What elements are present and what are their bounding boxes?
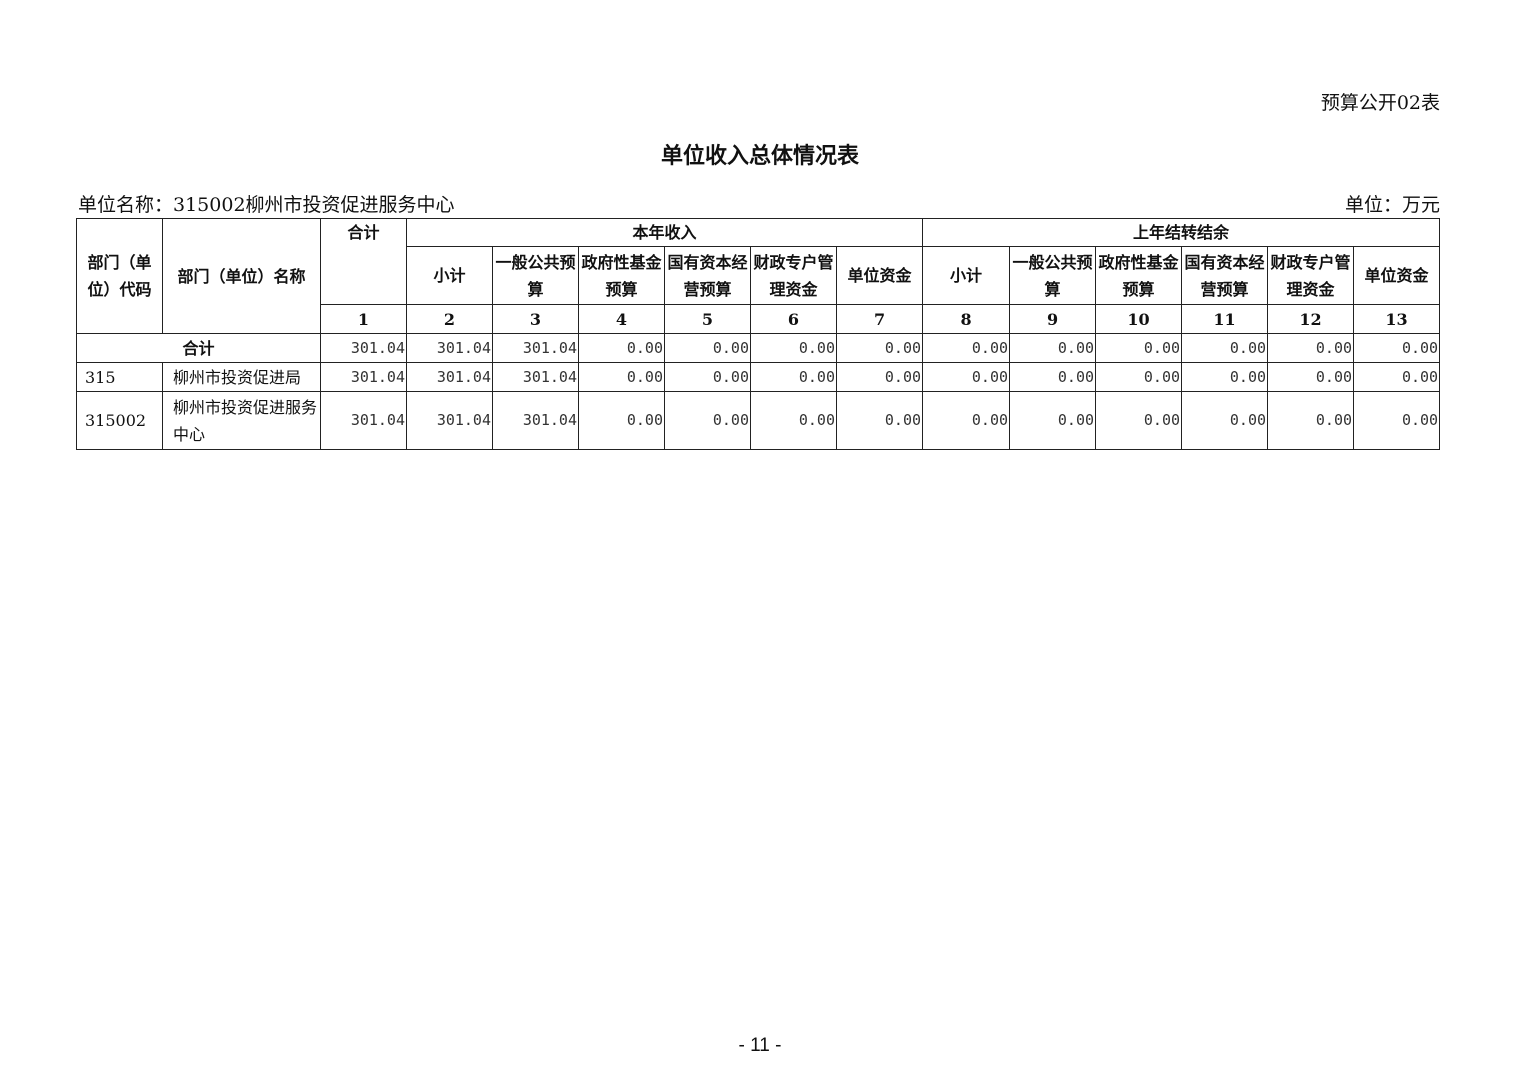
row-value: 301.04 [406,333,493,363]
table-row: 315 柳州市投资促进局 301.04 301.04 301.04 0.00 0.00 0.0… [76,362,1441,392]
currency-unit: 单位：万元 [1344,194,1440,216]
row-value: 0.00 [1181,391,1269,450]
table-row: 315002 柳州市投资促进服务中心 301.04 301.04 301.04 0.00 0… [76,391,1441,450]
row-value: 0.00 [835,333,924,363]
row-value: 0.00 [1267,333,1355,363]
page-number: - 11 - [738,1035,782,1056]
column-number: 13 [1353,304,1441,334]
row-value: 0.00 [1267,391,1355,450]
unit-name: 单位名称：315002柳州市投资促进服务中心 [78,194,455,216]
row-value: 0.00 [922,333,1011,363]
row-code: 315002 [76,391,163,450]
row-value: 0.00 [750,333,837,363]
header-total: 合计 [320,218,407,305]
header-group-current: 本年收入 [405,218,924,247]
row-value: 301.04 [492,333,579,363]
header-current-col: 单位资金 [835,246,924,305]
header-row: 小计 一般公共预算 政府性基金预算 国有资本经营预算 财政专户管理资金 单位资金 小计 一般公… [77,246,1441,305]
row-value: 0.00 [664,333,751,363]
header-carryover-col: 一般公共预算 [1009,246,1097,305]
column-number: 3 [492,304,579,334]
header-current-col: 政府性基金预算 [578,246,665,305]
column-number: 1 [320,304,407,334]
row-value: 0.00 [1009,391,1097,450]
row-name: 柳州市投资促进局 [162,362,321,392]
column-number: 12 [1267,304,1355,334]
row-value: 0.00 [1353,333,1441,363]
row-value: 0.00 [1353,362,1441,392]
row-value: 0.00 [922,362,1011,392]
row-value: 0.00 [1095,333,1183,363]
header-row: 部门（单位）代码 部门（单位）名称 合计 本年收入 上年结转结余 [76,218,1441,334]
row-value: 0.00 [1353,391,1441,450]
row-code: 315 [76,362,163,392]
row-value: 0.00 [1095,362,1183,392]
column-number: 6 [750,304,837,334]
row-name: 柳州市投资促进服务中心 [162,391,321,450]
column-number: 2 [406,304,493,334]
header-current-col: 国有资本经营预算 [664,246,751,305]
row-value: 0.00 [578,333,665,363]
column-number: 8 [922,304,1011,334]
header-current-col: 一般公共预算 [492,246,579,305]
row-name: 合计 [76,333,321,363]
row-value: 0.00 [750,362,837,392]
row-value: 0.00 [664,391,751,450]
row-value: 301.04 [406,362,493,392]
row-value: 301.04 [320,333,407,363]
table-row: 合计 301.04 301.04 301.04 0.00 0.00 0.00 0.00 0.00… [76,333,1441,363]
column-number: 11 [1181,304,1269,334]
column-number: 4 [578,304,665,334]
row-value: 301.04 [320,391,407,450]
income-table: 部门（单位）代码 部门（单位）名称 合计 本年收入 上年结转结余 小计 一般公共预算 政府性基… [76,218,1441,450]
header-carryover-col: 国有资本经营预算 [1181,246,1269,305]
column-number: 5 [664,304,751,334]
header-name: 部门（单位）名称 [162,218,321,334]
header-carryover-col: 小计 [922,246,1011,305]
row-value: 301.04 [492,391,579,450]
row-value: 0.00 [1181,333,1269,363]
row-value: 0.00 [1095,391,1183,450]
row-value: 0.00 [1267,362,1355,392]
column-number: 7 [835,304,924,334]
header-carryover-col: 单位资金 [1353,246,1441,305]
form-number: 预算公开02表 [1320,92,1440,114]
header-group-carryover: 上年结转结余 [922,218,1441,247]
header-number-row: 1 2 3 4 5 6 7 8 9 10 11 12 13 [77,304,1441,334]
header-current-col: 小计 [406,246,493,305]
row-value: 0.00 [578,391,665,450]
row-value: 0.00 [1181,362,1269,392]
row-value: 0.00 [1009,362,1097,392]
row-value: 0.00 [835,362,924,392]
row-value: 0.00 [664,362,751,392]
row-value: 301.04 [320,362,407,392]
header-carryover-col: 财政专户管理资金 [1267,246,1355,305]
row-value: 0.00 [750,391,837,450]
column-number: 9 [1009,304,1097,334]
page-title: 单位收入总体情况表 [660,143,859,169]
row-value: 301.04 [406,391,493,450]
row-value: 0.00 [835,391,924,450]
row-value: 301.04 [492,362,579,392]
header-carryover-col: 政府性基金预算 [1095,246,1183,305]
header-current-col: 财政专户管理资金 [750,246,837,305]
row-value: 0.00 [1009,333,1097,363]
row-value: 0.00 [922,391,1011,450]
column-number: 10 [1095,304,1183,334]
row-value: 0.00 [578,362,665,392]
header-code: 部门（单位）代码 [76,218,163,334]
